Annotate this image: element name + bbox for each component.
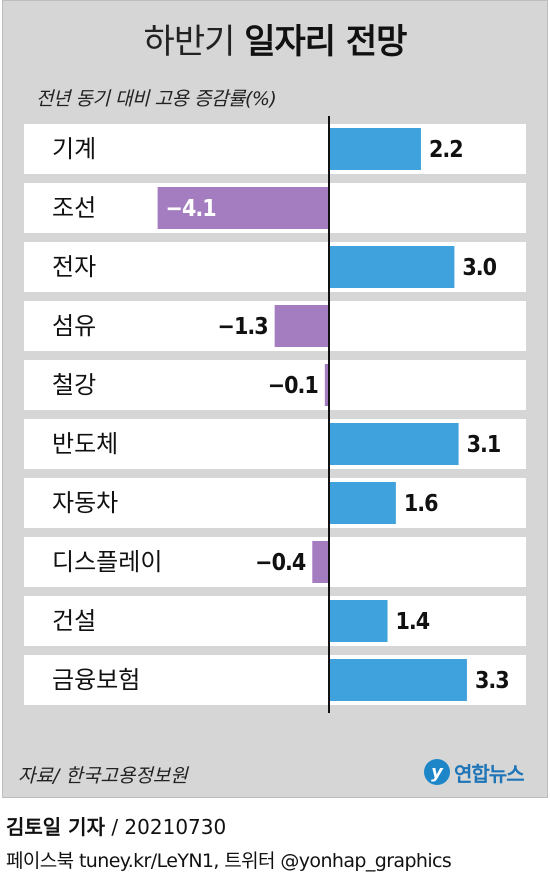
bar (157, 187, 329, 229)
value-label: 3.1 (467, 432, 501, 458)
category-label: 섬유 (52, 312, 96, 340)
value-label: −0.4 (255, 550, 306, 576)
category-label: 디스플레이 (52, 548, 162, 576)
bar-chart: 기계 2.2 조선 −4.1 전자 3.0 섬유 −1.3 철강 −0.1 반도체 3.1 자동차 1.6… (24, 116, 526, 713)
category-label: 자동차 (52, 489, 118, 517)
row-band (24, 124, 526, 174)
bar (324, 364, 329, 406)
bar (329, 423, 459, 465)
value-label: −4.1 (166, 196, 216, 222)
title-light: 하반기 (143, 22, 236, 62)
bar (329, 600, 388, 642)
value-label: 1.6 (404, 491, 438, 517)
source-note: 자료/ 한국고용정보원 (18, 765, 188, 787)
value-label: 1.4 (396, 609, 430, 635)
value-label: 2.2 (429, 137, 463, 163)
social-links: 페이스북 tuney.kr/LeYN1, 트위터 @yonhap_graphic… (6, 850, 452, 872)
credit-name: 김토일 기자 (6, 815, 105, 839)
category-label: 조선 (52, 194, 96, 222)
row-band (24, 478, 526, 528)
row-band (24, 596, 526, 646)
chart-subtitle: 전년 동기 대비 고용 증감률(%) (36, 88, 277, 110)
row-band (24, 537, 526, 587)
bar (312, 541, 329, 583)
value-label: 3.0 (462, 255, 496, 281)
category-label: 기계 (52, 135, 96, 163)
category-label: 반도체 (52, 430, 118, 458)
category-label: 철강 (52, 371, 96, 399)
credit-line: 김토일 기자 / 20210730 (6, 811, 226, 840)
bar (329, 482, 396, 524)
bar (274, 305, 329, 347)
bar (329, 659, 467, 701)
bar (329, 246, 455, 288)
category-label: 건설 (52, 607, 96, 635)
value-label: 3.3 (475, 668, 509, 694)
credit-date: / 20210730 (104, 815, 227, 839)
category-label: 금융보험 (52, 666, 140, 694)
yonhap-logo-text: 연합뉴스 (454, 761, 525, 786)
bar (329, 128, 421, 170)
yonhap-logo-icon: y (424, 759, 450, 785)
title-bold: 일자리 전망 (244, 22, 407, 62)
yonhap-logo: y 연합뉴스 (424, 756, 525, 788)
value-label: −1.3 (218, 314, 268, 340)
row-band (24, 360, 526, 410)
page-title: 하반기 일자리 전망 (0, 14, 550, 63)
value-label: −0.1 (268, 373, 318, 399)
category-label: 전자 (52, 253, 96, 281)
